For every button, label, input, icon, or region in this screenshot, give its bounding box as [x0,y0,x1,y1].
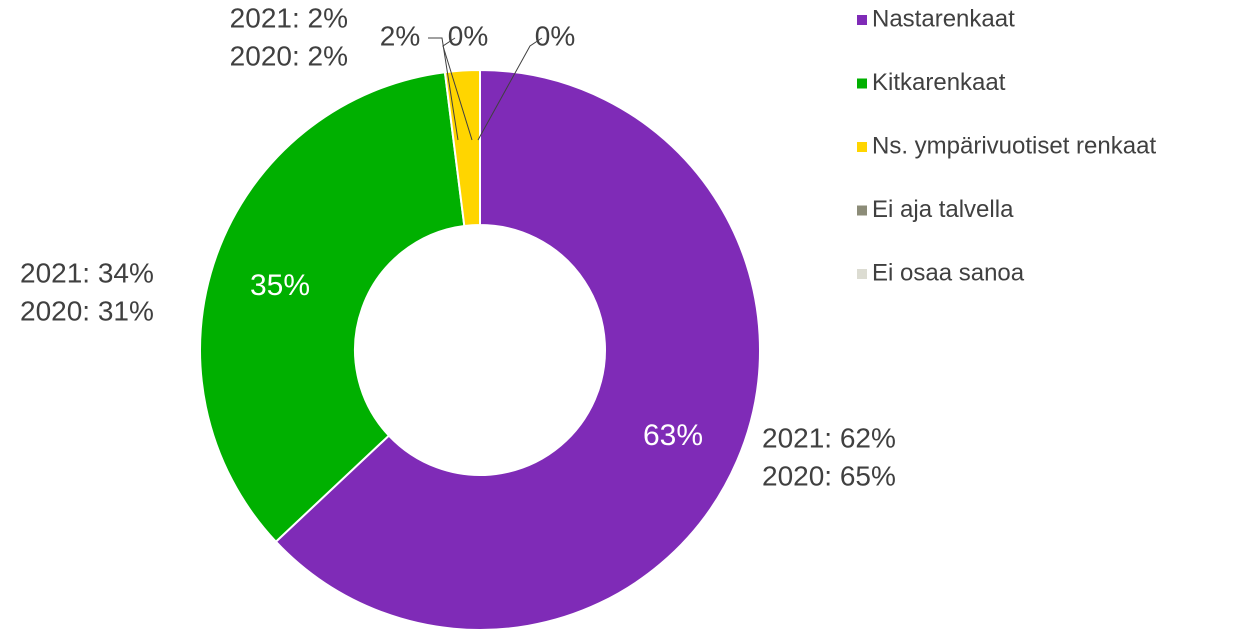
legend-swatch [857,15,867,25]
data-label: 0% [535,20,575,51]
legend-label: Kitkarenkaat [872,69,1006,96]
legend-swatch [857,142,867,152]
data-label: 0% [448,20,488,51]
data-label: 2% [380,20,420,51]
legend-label: Ns. ympärivuotiset renkaat [872,132,1156,159]
leader-line [477,37,543,141]
donut-slice [274,68,761,630]
annotation: 2020: 65% [762,460,896,491]
leader-line [428,37,459,141]
annotation: 2020: 2% [230,40,348,71]
legend-label: Ei aja talvella [872,196,1014,223]
donut-slice [199,71,466,544]
annotation: 2020: 31% [20,295,154,326]
legend-label: Ei osaa sanoa [872,259,1025,286]
legend-swatch [857,269,867,279]
leader-line [442,37,473,141]
annotation: 2021: 2% [230,2,348,33]
legend-label: Nastarenkaat [872,5,1015,32]
data-label: 63% [643,419,703,452]
legend-swatch [857,78,867,89]
data-label: 35% [250,269,310,302]
legend-swatch [857,205,867,216]
annotation: 2021: 34% [20,257,154,288]
annotation: 2021: 62% [762,422,896,453]
